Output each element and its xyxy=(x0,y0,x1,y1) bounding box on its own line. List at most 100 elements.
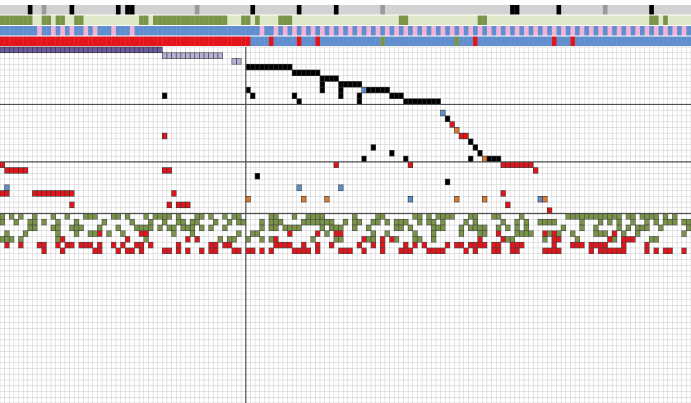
heatmap-cell xyxy=(597,241,604,249)
annotation-cell xyxy=(18,36,24,46)
heatmap-cell xyxy=(551,230,557,237)
heatmap-cell xyxy=(180,201,186,209)
annotation-cell xyxy=(635,36,640,46)
annotation-cell xyxy=(162,15,167,25)
heatmap-cell xyxy=(681,218,687,226)
heatmap-cell xyxy=(593,241,599,249)
heatmap-cell xyxy=(440,224,446,232)
annotation-cell xyxy=(491,36,497,46)
heatmap-cell xyxy=(602,230,608,237)
heatmap-cell xyxy=(83,213,89,220)
heatmap-cell xyxy=(505,236,511,243)
heatmap-cell xyxy=(389,150,395,157)
heatmap-cell xyxy=(32,213,38,220)
heatmap-cell xyxy=(579,241,585,249)
heatmap-cell xyxy=(352,218,358,226)
heatmap-cell xyxy=(213,241,219,249)
heatmap-cell xyxy=(342,247,349,255)
annotation-cell xyxy=(398,15,404,25)
annotation-cell xyxy=(78,15,84,25)
heatmap-cell xyxy=(268,224,274,232)
heatmap-cell xyxy=(333,236,339,243)
annotation-cell xyxy=(352,26,358,36)
heatmap-cell xyxy=(92,46,98,54)
annotation-cell xyxy=(361,26,367,36)
annotation-cell xyxy=(570,36,576,46)
heatmap-cell xyxy=(491,247,497,255)
heatmap-cell xyxy=(593,213,599,220)
heatmap-cell xyxy=(287,230,293,237)
annotation-cell xyxy=(213,36,218,46)
heatmap-cell xyxy=(162,247,168,255)
annotation-cell xyxy=(51,36,56,46)
heatmap-cell xyxy=(607,213,613,220)
heatmap-cell xyxy=(162,132,168,140)
annotation-cell xyxy=(129,5,135,15)
annotation-cell xyxy=(445,36,450,46)
heatmap-cell xyxy=(593,230,599,237)
heatmap-cell xyxy=(514,247,520,255)
heatmap-cell xyxy=(97,241,103,249)
heatmap-cell xyxy=(217,52,223,59)
annotation-cell xyxy=(329,36,334,46)
heatmap-cell xyxy=(18,213,24,220)
annotation-cell xyxy=(217,15,223,25)
annotation-cell xyxy=(74,15,79,25)
annotation-cell xyxy=(496,36,501,46)
annotation-cell xyxy=(514,36,520,46)
heatmap-cell xyxy=(120,241,126,249)
heatmap-cell xyxy=(625,224,632,232)
heatmap-cell xyxy=(166,247,172,255)
heatmap-cell xyxy=(356,218,363,226)
heatmap-cell xyxy=(27,224,33,232)
annotation-cell xyxy=(13,36,19,46)
heatmap-cell xyxy=(78,46,84,54)
heatmap-cell xyxy=(143,224,149,232)
heatmap-cell xyxy=(111,213,117,220)
annotation-cell xyxy=(245,26,251,36)
heatmap-cell xyxy=(616,218,622,226)
heatmap-cell xyxy=(342,81,349,88)
annotation-cell xyxy=(273,36,279,46)
heatmap-cell xyxy=(18,167,24,174)
annotation-cell xyxy=(153,15,158,25)
heatmap-cell xyxy=(630,213,636,220)
annotation-cell xyxy=(292,36,297,46)
heatmap-cell xyxy=(13,46,19,54)
annotation-cell xyxy=(162,36,167,46)
heatmap-cell xyxy=(621,236,627,243)
heatmap-cell xyxy=(579,224,585,232)
annotation-cell xyxy=(217,26,223,36)
annotation-cell xyxy=(324,36,330,46)
annotation-cell xyxy=(547,26,552,36)
heatmap-cell xyxy=(148,46,154,54)
annotation-cell xyxy=(241,36,246,46)
annotation-cell xyxy=(255,15,260,25)
annotation-cell xyxy=(626,36,631,46)
heatmap-cell xyxy=(444,241,451,249)
annotation-cell xyxy=(556,36,562,46)
heatmap-cell xyxy=(361,236,367,243)
annotation-cell xyxy=(18,26,24,36)
heatmap-cell xyxy=(157,213,163,220)
heatmap-cell xyxy=(347,81,353,88)
heatmap-cell xyxy=(458,241,465,249)
annotation-cell xyxy=(9,26,14,36)
heatmap-cell xyxy=(236,247,242,255)
annotation-cell xyxy=(185,15,191,25)
heatmap-cell xyxy=(148,241,154,249)
heatmap-cell xyxy=(347,247,353,255)
heatmap-cell xyxy=(370,218,376,226)
heatmap-cell xyxy=(630,218,636,226)
annotation-cell xyxy=(417,36,423,46)
heatmap-cell xyxy=(412,213,418,220)
heatmap-cell xyxy=(124,236,131,243)
annotation-cell xyxy=(143,15,149,25)
annotation-cell xyxy=(250,5,256,15)
heatmap-cell xyxy=(454,127,460,134)
heatmap-cell xyxy=(454,241,460,249)
heatmap-cell xyxy=(574,241,580,249)
heatmap-cell xyxy=(148,224,154,232)
heatmap-cell xyxy=(681,247,687,255)
heatmap-cell xyxy=(268,213,274,220)
